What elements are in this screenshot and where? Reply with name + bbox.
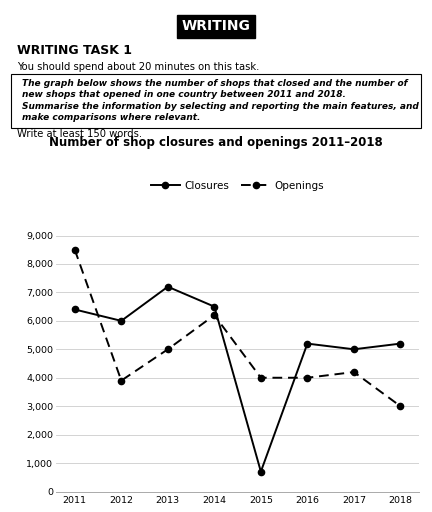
Openings bbox=[119, 377, 124, 383]
Text: new shops that opened in one country between 2011 and 2018.: new shops that opened in one country bet… bbox=[22, 90, 346, 99]
Closures bbox=[258, 468, 264, 475]
Openings bbox=[305, 375, 310, 381]
Openings bbox=[165, 346, 170, 352]
Closures bbox=[305, 340, 310, 347]
Text: Write at least 150 words.: Write at least 150 words. bbox=[17, 129, 143, 139]
Openings bbox=[398, 403, 403, 409]
Legend: Closures, Openings: Closures, Openings bbox=[146, 177, 329, 195]
Text: You should spend about 20 minutes on this task.: You should spend about 20 minutes on thi… bbox=[17, 62, 260, 73]
Closures bbox=[119, 318, 124, 324]
Closures bbox=[398, 340, 403, 347]
Closures bbox=[72, 306, 77, 312]
Text: make comparisons where relevant.: make comparisons where relevant. bbox=[22, 113, 200, 122]
Line: Openings: Openings bbox=[72, 247, 403, 409]
Openings bbox=[351, 369, 356, 375]
Openings bbox=[72, 247, 77, 253]
Openings bbox=[212, 312, 217, 318]
Line: Closures: Closures bbox=[72, 284, 403, 475]
Closures bbox=[165, 284, 170, 290]
Text: Number of shop closures and openings 2011–2018: Number of shop closures and openings 201… bbox=[49, 136, 383, 148]
Closures bbox=[351, 346, 356, 352]
Text: The graph below shows the number of shops that closed and the number of: The graph below shows the number of shop… bbox=[22, 79, 407, 89]
Text: WRITING TASK 1: WRITING TASK 1 bbox=[17, 44, 132, 56]
Closures bbox=[212, 304, 217, 310]
Text: Summarise the information by selecting and reporting the main features, and: Summarise the information by selecting a… bbox=[22, 102, 419, 112]
Openings bbox=[258, 375, 264, 381]
Text: WRITING: WRITING bbox=[181, 19, 251, 33]
